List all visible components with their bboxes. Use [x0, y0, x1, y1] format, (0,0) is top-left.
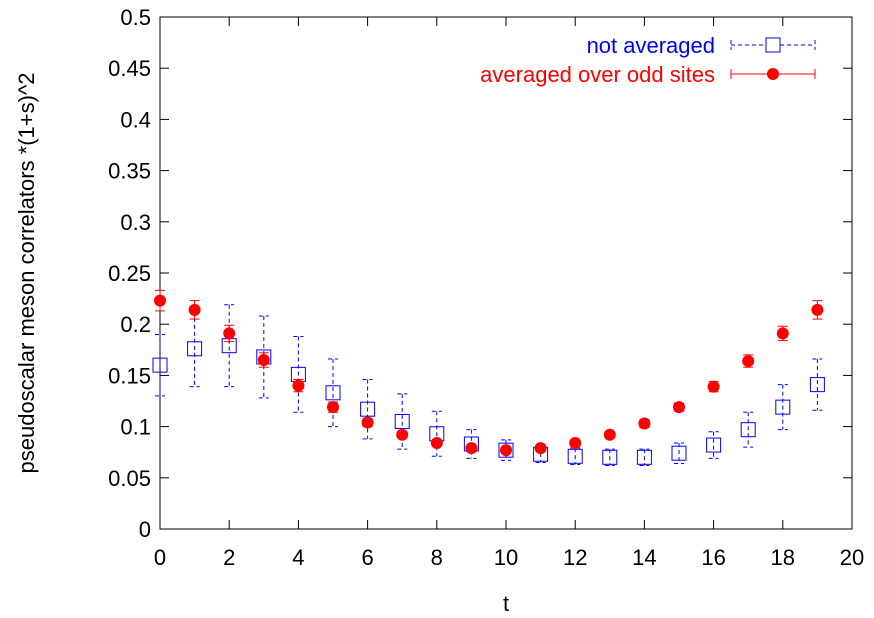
data-point — [327, 401, 339, 414]
y-tick-label: 0.2 — [120, 312, 151, 337]
y-tick-labels: 0 0.05 0.1 0.15 0.2 0.25 0.3 0.35 0.4 0.45 0.5 — [108, 5, 151, 542]
data-point — [638, 417, 651, 430]
data-point — [740, 422, 756, 438]
series-0 — [152, 304, 825, 467]
data-point — [775, 399, 791, 415]
data-point — [602, 449, 618, 465]
data-point — [430, 436, 443, 449]
series-layer — [152, 289, 825, 467]
x-tick-label: 16 — [701, 545, 725, 570]
series-1 — [154, 289, 824, 457]
data-point — [361, 416, 374, 429]
data-point — [154, 294, 166, 307]
axes-ticks — [159, 16, 853, 530]
y-tick-label: 0.15 — [108, 363, 151, 388]
x-tick-label: 0 — [154, 545, 166, 570]
x-tick-label: 4 — [292, 545, 304, 570]
data-point — [671, 445, 687, 461]
x-tick-label: 10 — [494, 545, 518, 570]
x-tick-label: 14 — [632, 545, 656, 570]
data-point — [325, 385, 341, 401]
legend: not averaged averaged over odd sites — [480, 33, 816, 87]
x-tick-label: 18 — [771, 545, 795, 570]
legend-samples — [730, 37, 816, 80]
y-tick-label: 0.25 — [108, 261, 151, 286]
y-tick-label: 0 — [139, 517, 151, 542]
data-point — [152, 357, 168, 373]
data-point — [603, 428, 616, 441]
data-point — [360, 401, 376, 417]
y-tick-label: 0.35 — [108, 159, 151, 184]
data-point — [809, 377, 825, 393]
data-point — [396, 428, 409, 441]
data-point — [811, 303, 824, 316]
data-point — [569, 436, 582, 449]
x-tick-label: 6 — [361, 545, 373, 570]
x-tick-labels: 0 2 4 6 8 10 12 14 16 18 20 — [154, 545, 864, 570]
data-point — [187, 341, 203, 357]
data-point — [257, 354, 270, 367]
legend-marker — [767, 68, 779, 80]
data-point — [188, 303, 201, 316]
data-point — [534, 442, 547, 455]
data-point — [498, 442, 514, 458]
y-tick-label: 0.45 — [108, 56, 151, 81]
y-tick-label: 0.4 — [120, 107, 151, 132]
legend-marker — [765, 37, 781, 53]
x-tick-label: 8 — [431, 545, 443, 570]
data-point — [636, 449, 652, 465]
data-point — [394, 413, 410, 429]
legend-label-averaged: averaged over odd sites — [480, 62, 715, 87]
data-point — [707, 380, 720, 393]
data-point — [223, 327, 236, 340]
x-tick-label: 12 — [563, 545, 587, 570]
x-tick-label: 2 — [223, 545, 235, 570]
data-point — [706, 437, 722, 453]
y-tick-label: 0.1 — [120, 415, 151, 440]
data-point — [776, 327, 789, 340]
y-tick-label: 0.05 — [108, 466, 151, 491]
data-point — [567, 448, 583, 464]
data-point — [292, 379, 305, 392]
y-tick-label: 0.5 — [120, 5, 151, 30]
y-axis-label: pseudoscalar meson correlators *(1+s)^2 — [14, 72, 39, 473]
data-point — [500, 444, 512, 457]
data-point — [742, 355, 755, 368]
data-point — [673, 401, 685, 414]
data-point — [465, 442, 478, 455]
x-tick-label: 20 — [840, 545, 864, 570]
x-axis-label: t — [503, 591, 509, 616]
y-tick-label: 0.3 — [120, 210, 151, 235]
legend-label-not-averaged: not averaged — [587, 33, 715, 58]
